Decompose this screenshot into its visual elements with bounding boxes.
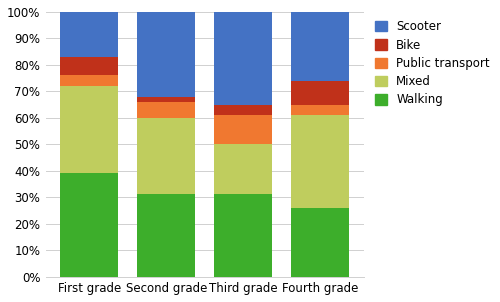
Bar [138,118,195,194]
Bar [214,144,272,194]
Bar [292,115,349,208]
Bar [214,115,272,144]
Bar [60,86,118,173]
Bar [60,173,118,277]
Bar [214,104,272,115]
Bar [292,12,349,81]
Bar [60,12,118,57]
Bar [214,194,272,277]
Bar [214,12,272,104]
Bar [292,104,349,115]
Bar [60,76,118,86]
Bar [292,81,349,104]
Bar [138,102,195,118]
Bar [292,208,349,277]
Bar [138,194,195,277]
Bar [138,12,195,97]
Legend: Scooter, Bike, Public transport, Mixed, Walking: Scooter, Bike, Public transport, Mixed, … [373,18,492,109]
Bar [138,97,195,102]
Bar [60,57,118,76]
